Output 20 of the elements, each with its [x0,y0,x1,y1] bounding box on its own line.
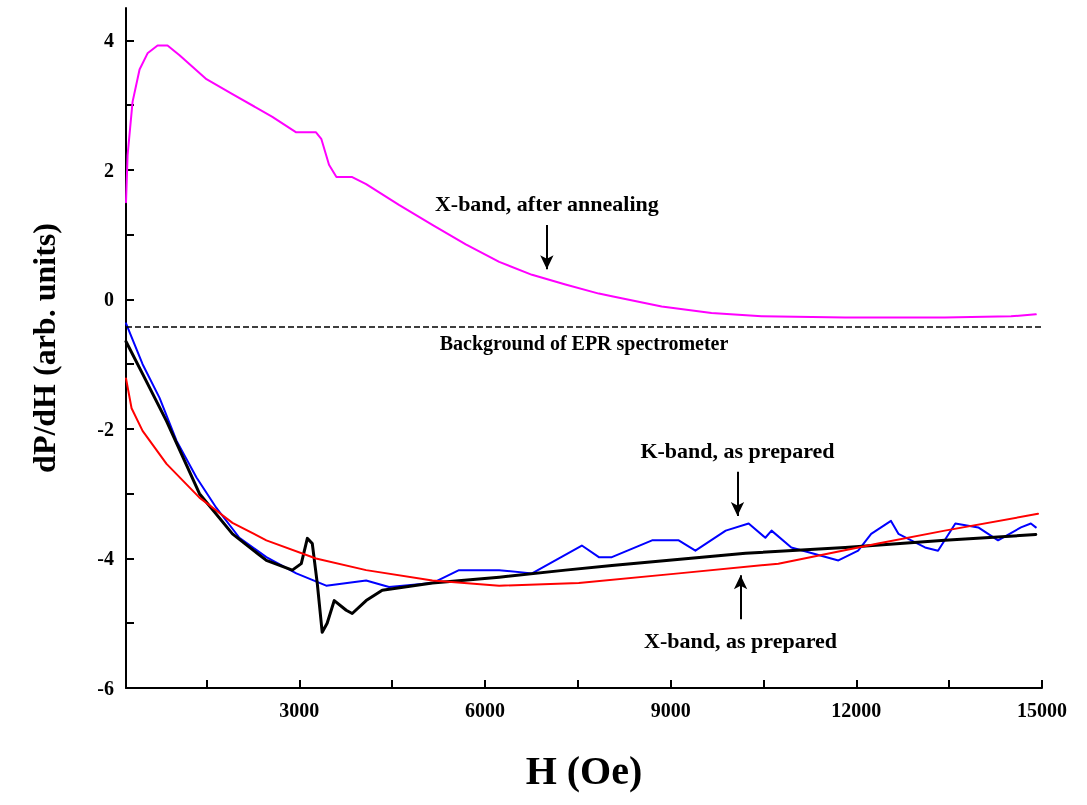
line-series [125,377,1039,587]
x-tick-label: 12000 [831,699,882,721]
annotation: X-band, as prepared [644,627,838,653]
y-tick-label: -2 [97,417,114,440]
y-tick-label: -4 [97,547,114,570]
line-series [125,322,1037,588]
x-tick-label: 6000 [464,699,505,721]
y-tick-label: 4 [104,29,114,52]
x-axis-title: H (Oe) [525,747,643,793]
line-series [125,44,1037,319]
x-tick-label: 15000 [1017,699,1067,721]
annotation: X-band, after annealing [434,191,659,217]
ref-line-label: Background of EPR spectrometer [439,331,729,355]
x-tick-label: 9000 [650,699,691,721]
y-tick-label: 2 [104,158,114,181]
x-tick-label: 3000 [279,699,320,721]
y-axis-title: dP/dH (arb. units) [26,223,62,473]
annotation: K-band, as prepared [640,438,835,464]
y-tick-label: -6 [97,677,114,699]
y-tick-label: 0 [104,288,114,311]
